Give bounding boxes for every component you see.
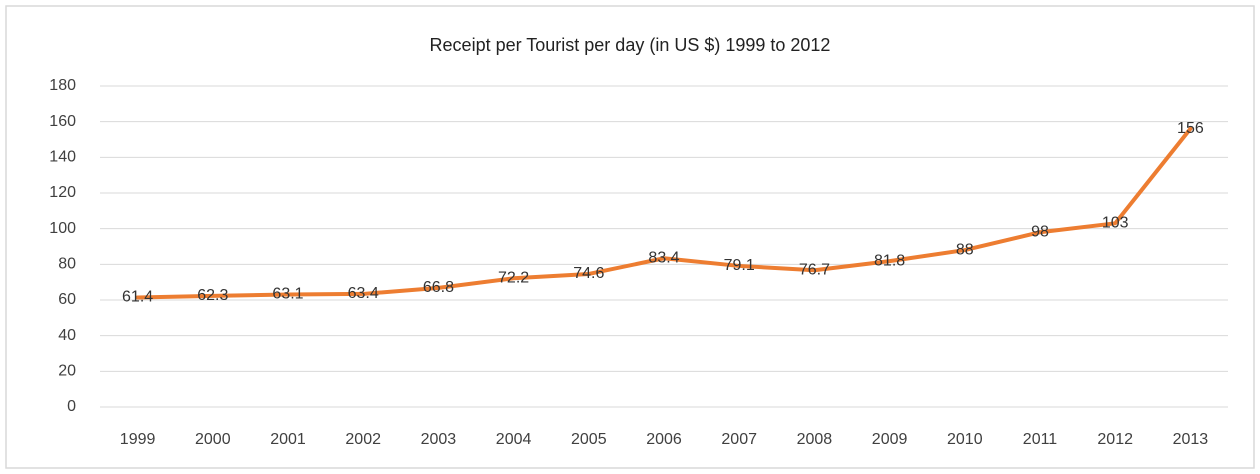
- data-label: 62.3: [197, 287, 228, 304]
- x-tick-label: 2004: [496, 431, 532, 448]
- x-tick-label: 2013: [1173, 431, 1209, 448]
- y-tick-label: 180: [49, 77, 76, 94]
- y-tick-label: 120: [49, 184, 76, 201]
- chart-border: [5, 5, 1255, 469]
- x-tick-label: 2008: [797, 431, 833, 448]
- data-label: 98: [1031, 223, 1049, 240]
- data-label: 63.4: [348, 285, 379, 302]
- x-tick-label: 2005: [571, 431, 607, 448]
- y-tick-label: 40: [58, 327, 76, 344]
- x-tick-label: 1999: [120, 431, 156, 448]
- y-tick-label: 160: [49, 113, 76, 130]
- data-label: 156: [1177, 120, 1204, 137]
- y-tick-label: 100: [49, 220, 76, 237]
- x-tick-label: 2007: [721, 431, 757, 448]
- data-label: 76.7: [799, 261, 830, 278]
- y-tick-label: 0: [67, 398, 76, 415]
- x-tick-label: 2012: [1097, 431, 1133, 448]
- data-label: 72.2: [498, 269, 529, 286]
- x-tick-label: 2009: [872, 431, 908, 448]
- data-label: 81.8: [874, 252, 905, 269]
- y-tick-label: 20: [58, 363, 76, 380]
- x-tick-label: 2006: [646, 431, 682, 448]
- data-line: [135, 126, 1193, 300]
- data-label: 88: [956, 241, 974, 258]
- y-tick-label: 80: [58, 256, 76, 273]
- x-tick-label: 2001: [270, 431, 306, 448]
- chart-title: Receipt per Tourist per day (in US $) 19…: [430, 35, 831, 55]
- data-label: 61.4: [122, 289, 153, 306]
- y-tick-label: 140: [49, 149, 76, 166]
- data-label: 83.4: [648, 249, 679, 266]
- x-tick-label: 2010: [947, 431, 983, 448]
- data-label: 63.1: [272, 286, 303, 303]
- x-tick-label: 2011: [1023, 431, 1058, 448]
- data-label: 103: [1102, 215, 1129, 232]
- y-tick-label: 60: [58, 291, 76, 308]
- data-label: 66.8: [423, 279, 454, 296]
- data-label: 74.6: [573, 265, 604, 282]
- data-label: 79.1: [724, 257, 755, 274]
- x-tick-label: 2003: [421, 431, 457, 448]
- x-tick-label: 2000: [195, 431, 231, 448]
- x-tick-label: 2002: [345, 431, 381, 448]
